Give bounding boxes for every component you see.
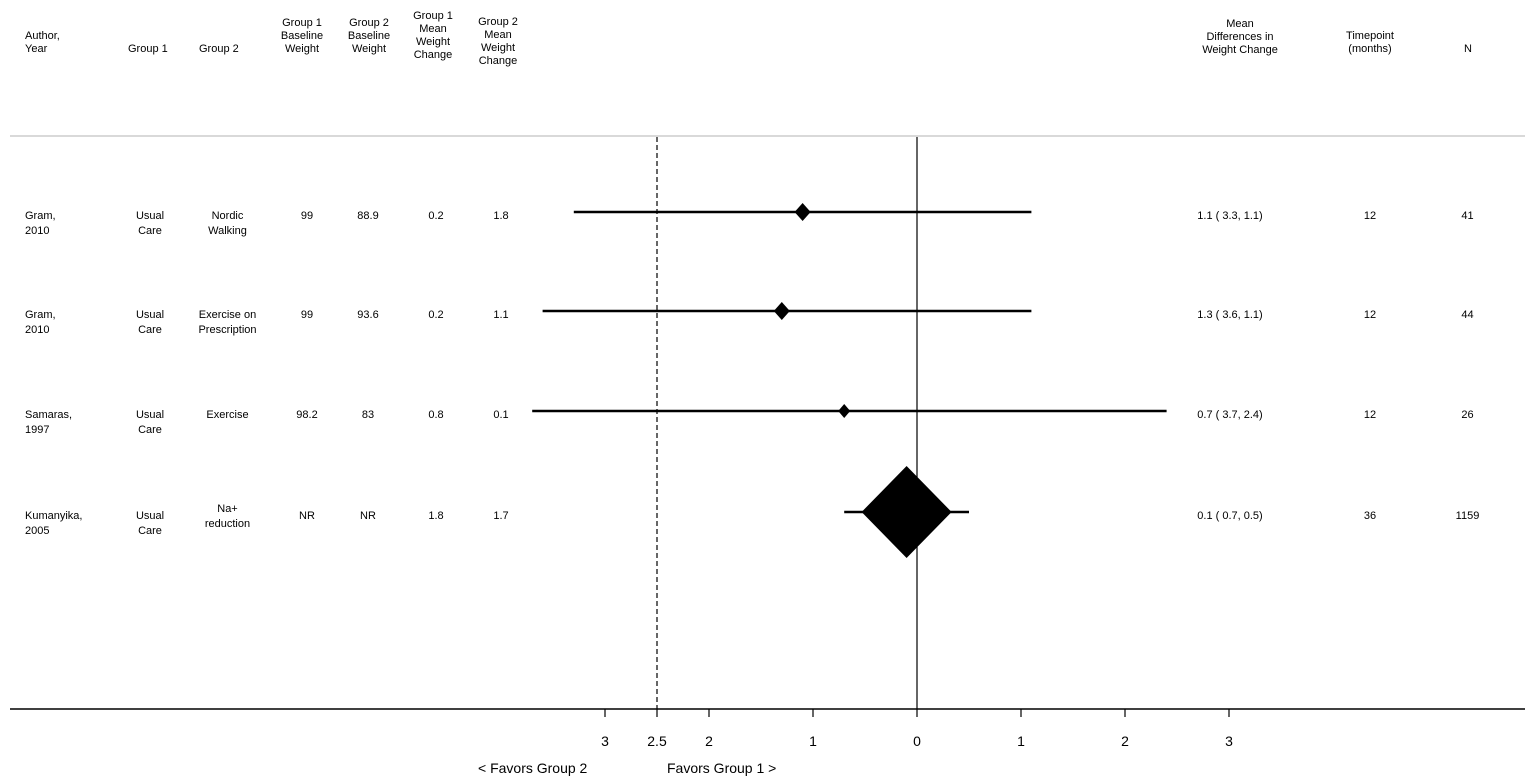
row-group2-baseline: 83 (361, 409, 375, 421)
x-tick-label: 1 (1017, 733, 1025, 749)
row-group1-change: 0.8 (428, 409, 444, 421)
row-group2-change: 1.1 (493, 309, 509, 321)
header-group1-change: Group 1 Mean Weight Change (413, 10, 453, 61)
header-group2-baseline: Group 2 Baseline Weight (347, 17, 391, 55)
row-group2-baseline: 88.9 (357, 210, 379, 222)
row-group1-baseline: NR (299, 510, 315, 522)
row-group2-change: 1.7 (493, 510, 509, 522)
row-group2-baseline: NR (360, 510, 376, 522)
row-author: Gram, 2010 (25, 309, 56, 336)
x-tick-label: 2 (1121, 733, 1129, 749)
row-n: 44 (1461, 309, 1474, 321)
row-group1-baseline: 99 (300, 309, 314, 321)
row-author: Kumanyika, 2005 (25, 510, 83, 537)
row-group1-change: 0.2 (428, 309, 444, 321)
row-group2: Na+ reduction (204, 503, 251, 530)
point-estimate (773, 302, 790, 320)
row-n: 1159 (1455, 510, 1480, 522)
favors-group2-label: < Favors Group 2 (478, 760, 588, 776)
header-author-year: Author, Year (25, 30, 60, 55)
header-group2-change: Group 2 Mean Weight Change (478, 16, 518, 67)
row-group1-change: 0.2 (428, 210, 444, 222)
row-group2-change: 1.8 (493, 210, 509, 222)
header-group1: Group 1 (128, 43, 168, 55)
row-author: Gram, 2010 (25, 210, 56, 237)
header-mean-differences: Mean Differences in Weight Change (1202, 18, 1278, 56)
row-group2: Exercise (206, 409, 249, 421)
x-tick-label: 2 (705, 733, 713, 749)
row-timepoint: 36 (1363, 510, 1377, 522)
point-estimate (794, 203, 811, 221)
row-group2-baseline: 93.6 (357, 309, 379, 321)
row-group2-change: 0.1 (493, 409, 509, 421)
row-group1: Usual Care (135, 210, 165, 237)
row-group1: Usual Care (135, 510, 165, 537)
row-mean-difference: 1.3 ( 3.6, 1.1) (1197, 309, 1263, 321)
row-mean-difference: 0.7 ( 3.7, 2.4) (1197, 409, 1263, 421)
header-group1-baseline: Group 1 Baseline Weight (280, 17, 324, 55)
row-mean-difference: 1.1 ( 3.3, 1.1) (1197, 210, 1263, 222)
x-tick-label: 1 (809, 733, 817, 749)
row-group1-change: 1.8 (428, 510, 444, 522)
point-estimate (838, 404, 851, 418)
x-tick-label: 2.5 (647, 733, 667, 749)
header-group2: Group 2 (199, 43, 239, 55)
row-timepoint: 12 (1363, 409, 1377, 421)
row-timepoint: 12 (1363, 210, 1377, 222)
row-group1-baseline: 99 (300, 210, 314, 222)
row-mean-difference: 0.1 ( 0.7, 0.5) (1197, 510, 1263, 522)
row-group1: Usual Care (135, 409, 165, 436)
x-tick-label: 3 (601, 733, 609, 749)
row-group2: Nordic Walking (208, 210, 247, 237)
row-group1-baseline: 98.2 (296, 409, 318, 421)
header-timepoint: Timepoint (months) (1346, 30, 1394, 55)
row-group1: Usual Care (135, 309, 165, 336)
row-group2: Exercise on Prescription (198, 309, 257, 336)
row-author: Samaras, 1997 (25, 409, 73, 436)
point-estimate (861, 466, 952, 558)
row-n: 41 (1461, 210, 1474, 222)
x-tick-label: 0 (913, 733, 921, 749)
header-n: N (1464, 43, 1472, 55)
row-timepoint: 12 (1363, 309, 1377, 321)
x-tick-label: 3 (1225, 733, 1233, 749)
favors-group1-label: Favors Group 1 > (667, 760, 777, 776)
row-n: 26 (1461, 409, 1474, 421)
